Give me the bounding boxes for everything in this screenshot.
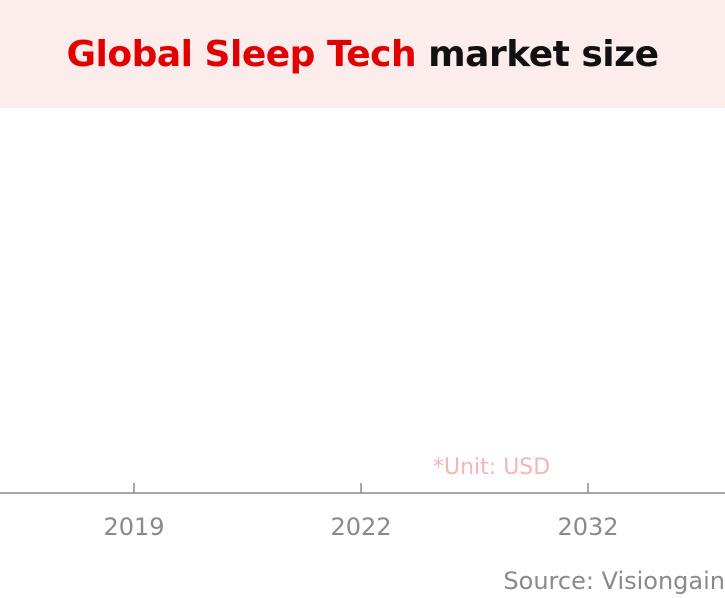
chart-header: Global Sleep Tech market size (0, 0, 725, 108)
x-tick-label-2022: 2022 (330, 513, 391, 541)
chart-title: Global Sleep Tech market size (66, 33, 660, 75)
title-rest: market size (428, 33, 659, 75)
x-tick-label-2032: 2032 (557, 513, 618, 541)
chart-area: 2019 2022 2032 (0, 483, 725, 541)
x-tick-label-2019: 2019 (103, 513, 164, 541)
source-note: Source: Visiongain (503, 567, 725, 595)
unit-note: *Unit: USD (433, 455, 551, 480)
title-highlight: Global Sleep Tech (66, 33, 417, 75)
